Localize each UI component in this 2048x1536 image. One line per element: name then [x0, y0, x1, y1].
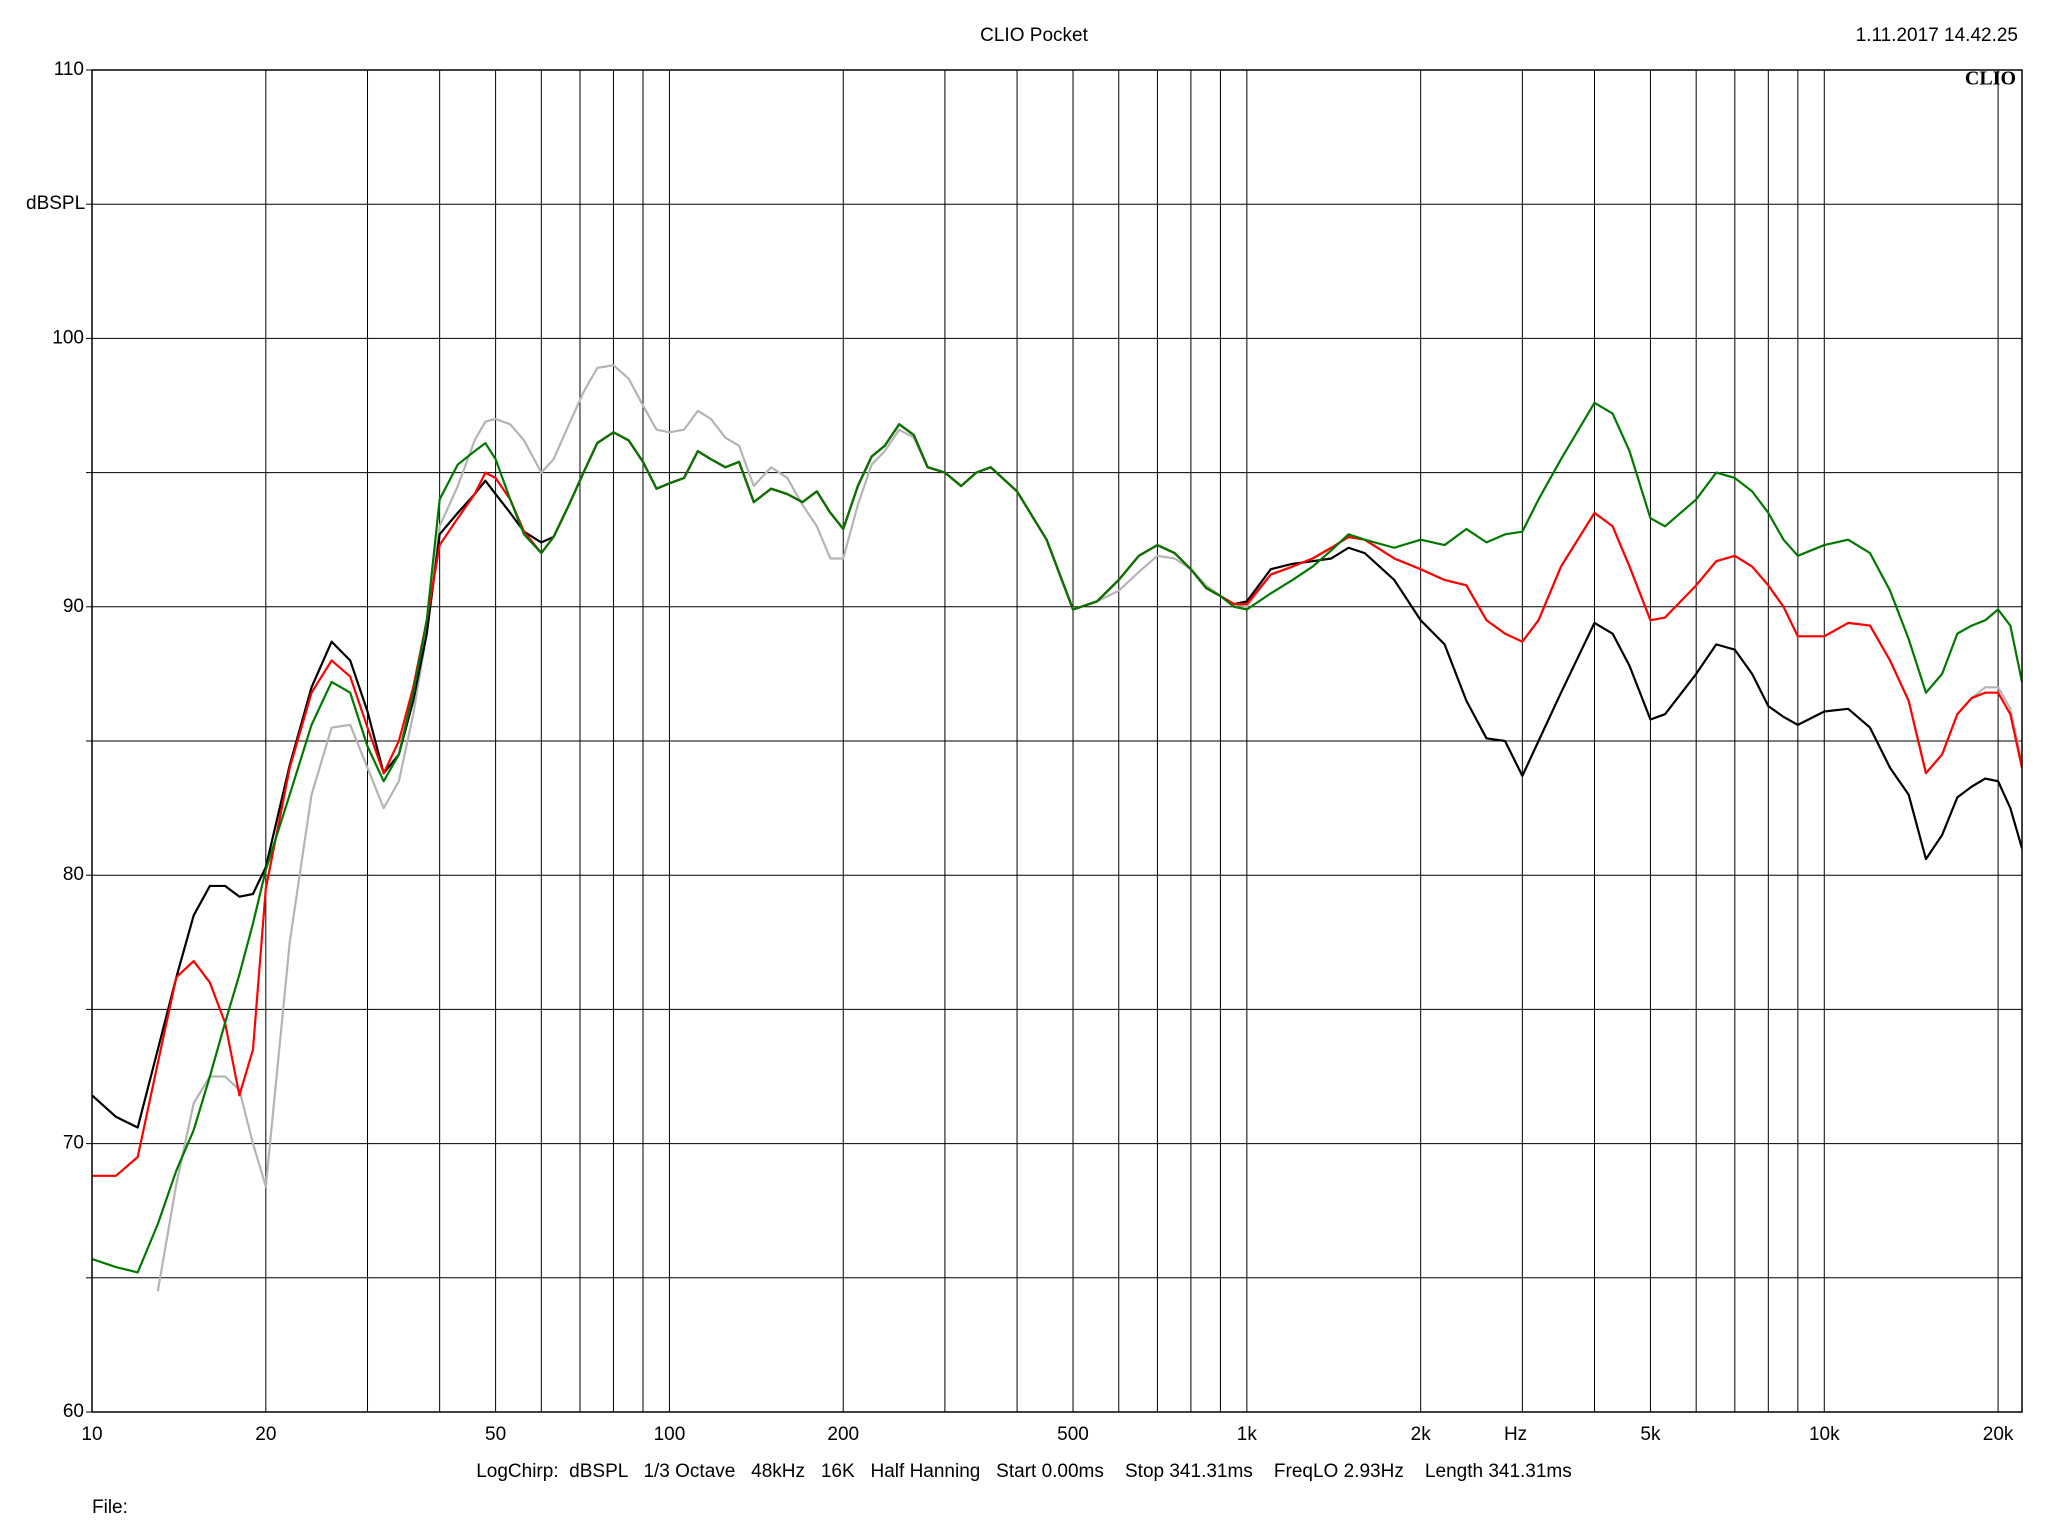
- x-tick-label: 20: [255, 1424, 276, 1445]
- x-axis-label: Hz: [1504, 1424, 1527, 1445]
- x-tick-label: 200: [827, 1424, 859, 1445]
- x-tick-label: 1k: [1237, 1424, 1258, 1445]
- series-line: [92, 401, 2022, 1274]
- plot-frame: [91, 69, 2023, 1413]
- x-tick-label: 50: [485, 1424, 506, 1445]
- chart-title: CLIO Pocket: [980, 25, 1088, 46]
- y-tick-label: 100: [52, 327, 84, 348]
- timestamp: 1.11.2017 14.42.25: [1856, 25, 2018, 46]
- y-tick-label: 70: [63, 1133, 84, 1154]
- x-tick-label: 10k: [1809, 1424, 1840, 1445]
- grid: 60 70 80 90 100 110 10 20 50 100 200 500 1k 2k 5k 10k 20…: [52, 59, 2022, 1445]
- x-tick-label: 500: [1057, 1424, 1089, 1445]
- y-tick-label: 60: [63, 1401, 84, 1422]
- y-tick-label: 90: [63, 596, 84, 617]
- x-tick-label: 100: [654, 1424, 686, 1445]
- footer: LogChirp: dBSPL 1/3 Octave 48kHz 16K Hal…: [476, 1461, 1572, 1482]
- x-tick-label: 5k: [1640, 1424, 1661, 1445]
- x-tick-label: 10: [81, 1424, 102, 1445]
- plot-lines: [92, 364, 2022, 1292]
- file-label: File:: [92, 1497, 128, 1518]
- x-tick-label: 20k: [1983, 1424, 2014, 1445]
- x-tick-label: 2k: [1411, 1424, 1432, 1445]
- y-axis-label: dBSPL: [26, 193, 85, 214]
- y-tick-label: 110: [54, 59, 84, 80]
- y-tick-label: 80: [63, 864, 84, 885]
- logo: CLIO: [1965, 68, 2016, 90]
